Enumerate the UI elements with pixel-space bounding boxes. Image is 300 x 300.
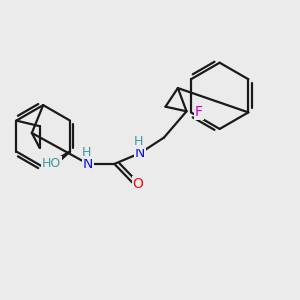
Text: H: H [134, 135, 143, 148]
Text: H: H [82, 146, 91, 159]
Text: N: N [135, 146, 145, 160]
Text: O: O [133, 177, 143, 191]
Text: HO: HO [42, 157, 61, 170]
Text: N: N [83, 157, 93, 171]
Text: F: F [195, 105, 203, 119]
